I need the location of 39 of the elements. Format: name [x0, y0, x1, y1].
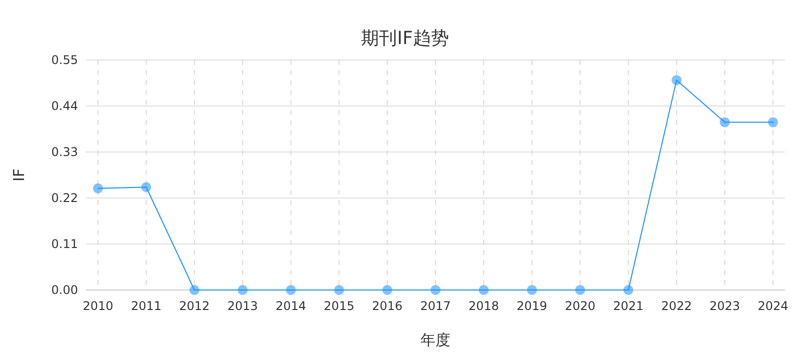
x-tick-label: 2019: [516, 299, 548, 313]
x-tick-label: 2021: [613, 299, 644, 313]
point: [478, 285, 489, 295]
chart-title: 期刊IF趋势: [361, 28, 449, 49]
point: [430, 285, 440, 295]
point: [93, 183, 103, 194]
y-tick-label: 0.33: [51, 145, 78, 159]
x-tick-label: 2023: [710, 299, 740, 313]
x-tick-label: 2015: [324, 299, 354, 313]
x-tick-label: 2010: [82, 299, 114, 313]
y-tick-label: 0.22: [51, 191, 78, 205]
point: [575, 285, 586, 295]
x-axis-title: 年度: [420, 331, 450, 349]
x-tick-label: 2020: [564, 299, 596, 313]
x-tick-label: 2013: [227, 299, 258, 313]
x-tick-label: 2011: [130, 299, 162, 313]
point: [238, 285, 248, 295]
point: [720, 117, 730, 128]
point: [334, 285, 344, 295]
y-tick-label: 0.00: [51, 283, 78, 297]
y-tick-label: 0.44: [51, 99, 78, 113]
x-tick-label: 2018: [468, 299, 499, 313]
y-axis-title: IF: [10, 168, 28, 182]
x-tick-label: 2014: [276, 299, 306, 313]
point: [382, 285, 392, 295]
point: [526, 285, 537, 295]
point: [141, 182, 152, 192]
y-tick-label: 0.55: [51, 53, 78, 67]
x-tick-label: 2017: [420, 299, 451, 313]
x-tick-label: 2024: [758, 299, 788, 313]
point: [623, 285, 634, 295]
y-tick-label: 0.11: [51, 237, 78, 251]
point: [672, 75, 682, 86]
point: [189, 285, 200, 295]
x-tick-label: 2016: [372, 299, 403, 313]
x-tick-label: 2012: [179, 299, 210, 313]
point: [286, 285, 296, 295]
point: [768, 117, 778, 128]
x-tick-label: 2022: [661, 299, 692, 313]
